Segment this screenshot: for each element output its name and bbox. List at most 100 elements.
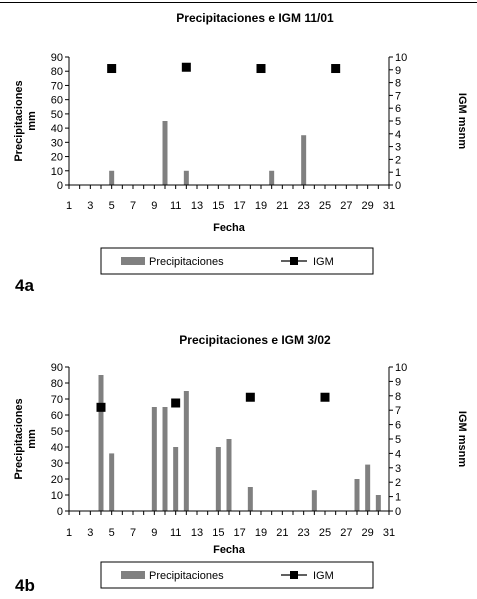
y-tick-label: 0 <box>57 180 63 192</box>
legend-label-precipitaciones: Precipitaciones <box>149 570 224 582</box>
legend-swatch-marker <box>290 257 298 265</box>
y-tick-label: 50 <box>51 426 63 438</box>
x-tick-label: 17 <box>234 200 246 212</box>
x-tick-label: 13 <box>191 527 203 539</box>
chart-title: Precipitaciones e IGM 11/01 <box>176 11 334 25</box>
x-axis-title: Fecha <box>213 222 246 234</box>
x-tick-label: 21 <box>276 527 288 539</box>
precip-bar <box>183 391 189 511</box>
y2-tick-label: 6 <box>395 420 401 432</box>
y-axis-title-line: Precipitaciones <box>13 80 25 161</box>
y-axis-title-line: mm <box>26 429 38 449</box>
igm-marker <box>181 62 191 72</box>
y2-tick-label: 3 <box>395 142 401 154</box>
y-tick-label: 70 <box>51 80 63 92</box>
y-tick-label: 60 <box>51 410 63 422</box>
y-tick-label: 40 <box>51 123 63 135</box>
y2-tick-label: 1 <box>395 167 401 179</box>
y-tick-label: 50 <box>51 109 63 121</box>
y2-tick-label: 6 <box>395 103 401 115</box>
precip-bar <box>183 170 189 185</box>
y2-tick-label: 0 <box>395 506 401 518</box>
x-tick-label: 25 <box>319 200 331 212</box>
y-tick-label: 20 <box>51 474 63 486</box>
y2-tick-label: 9 <box>395 376 401 388</box>
y2-tick-label: 8 <box>395 391 401 403</box>
y-tick-label: 30 <box>51 137 63 149</box>
panel-label: 4a <box>15 276 34 295</box>
chart-panel-4b: Precipitaciones e IGM 3/0201020304050607… <box>13 333 468 595</box>
x-tick-label: 1 <box>66 200 72 212</box>
precip-bar <box>151 407 157 511</box>
x-tick-label: 23 <box>298 200 310 212</box>
precip-bar <box>109 170 115 185</box>
y2-tick-label: 9 <box>395 65 401 77</box>
x-tick-label: 29 <box>362 527 374 539</box>
precip-bar <box>247 487 253 511</box>
precip-bar <box>162 121 168 185</box>
legend-label-igm: IGM <box>313 570 334 582</box>
precip-bar <box>311 490 317 511</box>
x-tick-label: 31 <box>383 527 395 539</box>
x-tick-label: 27 <box>340 527 352 539</box>
x-tick-label: 11 <box>170 200 181 212</box>
x-tick-label: 19 <box>255 527 267 539</box>
y-tick-label: 30 <box>51 458 63 470</box>
y-tick-label: 0 <box>57 506 63 518</box>
legend-swatch-bar <box>121 257 145 265</box>
y-tick-label: 10 <box>51 166 63 178</box>
y2-axis-title: IGM msnm <box>456 411 468 467</box>
legend: Precipitaciones IGM <box>100 561 374 589</box>
y-tick-label: 80 <box>51 66 63 78</box>
precip-bar <box>162 407 168 511</box>
x-tick-label: 15 <box>212 200 224 212</box>
igm-marker <box>96 402 106 412</box>
x-tick-label: 25 <box>319 527 331 539</box>
x-tick-label: 23 <box>298 527 310 539</box>
igm-marker <box>245 392 255 402</box>
legend-box <box>100 561 374 589</box>
igm-marker <box>171 398 181 408</box>
igm-marker <box>256 64 266 74</box>
chart-title: Precipitaciones e IGM 3/02 <box>179 333 331 347</box>
x-axis-title: Fecha <box>213 544 246 556</box>
y-axis-title: Precipitacionesmm <box>13 398 38 479</box>
y-tick-label: 10 <box>51 490 63 502</box>
y2-tick-label: 4 <box>395 448 401 460</box>
y-tick-label: 20 <box>51 152 63 164</box>
x-tick-label: 9 <box>151 200 157 212</box>
y2-tick-label: 2 <box>395 154 401 166</box>
y2-tick-label: 2 <box>395 477 401 489</box>
y2-tick-label: 3 <box>395 463 401 475</box>
x-tick-label: 27 <box>340 200 352 212</box>
top-rule <box>0 2 477 3</box>
x-tick-label: 9 <box>151 527 157 539</box>
y2-tick-label: 7 <box>395 90 401 102</box>
legend-label-igm: IGM <box>313 256 334 268</box>
y2-tick-label: 4 <box>395 129 401 141</box>
x-tick-label: 15 <box>212 527 224 539</box>
legend-box <box>100 247 374 275</box>
legend-swatch-bar <box>121 571 145 579</box>
y2-tick-label: 5 <box>395 116 401 128</box>
y2-tick-label: 5 <box>395 434 401 446</box>
x-tick-label: 11 <box>170 527 181 539</box>
chart-panel-4a: Precipitaciones e IGM 11/010102030405060… <box>13 11 468 295</box>
x-tick-label: 5 <box>109 200 115 212</box>
y-axis-title-line: mm <box>26 111 38 131</box>
y-tick-label: 90 <box>51 362 63 374</box>
y-tick-label: 70 <box>51 394 63 406</box>
x-tick-label: 29 <box>362 200 374 212</box>
precip-bar <box>173 447 179 511</box>
x-tick-label: 3 <box>87 200 93 212</box>
precip-bar <box>98 375 104 511</box>
x-tick-label: 21 <box>276 200 288 212</box>
x-tick-label: 3 <box>87 527 93 539</box>
y-axis-title-line: Precipitaciones <box>13 398 25 479</box>
y2-tick-label: 1 <box>395 492 401 504</box>
igm-marker <box>331 64 341 74</box>
x-tick-label: 31 <box>383 200 395 212</box>
y-tick-label: 80 <box>51 378 63 390</box>
x-tick-label: 19 <box>255 200 267 212</box>
